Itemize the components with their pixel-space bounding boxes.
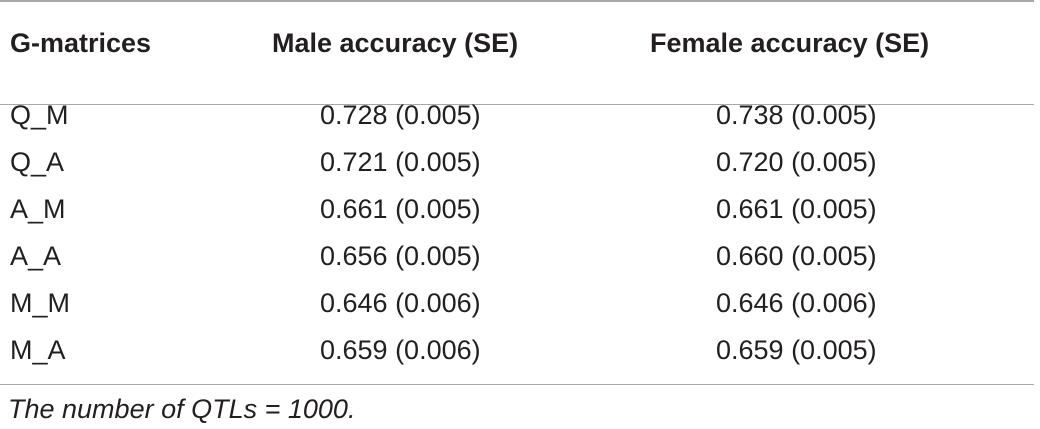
row-male-accuracy: 0.721 (0.005)	[320, 147, 481, 177]
table-header-rule	[0, 104, 1034, 105]
table-footnote: The number of QTLs = 1000.	[8, 394, 356, 424]
row-female-accuracy: 0.660 (0.005)	[716, 241, 877, 271]
table-row: M_M 0.646 (0.006) 0.646 (0.006)	[0, 280, 1040, 327]
row-g-matrix-name: M_A	[10, 335, 66, 365]
row-female-accuracy: 0.720 (0.005)	[716, 147, 877, 177]
header-male-accuracy: Male accuracy (SE)	[272, 28, 519, 58]
table-top-rule	[0, 0, 1034, 2]
table-body: Q_M 0.728 (0.005) 0.738 (0.005) Q_A 0.72…	[0, 92, 1040, 374]
table-row: M_A 0.659 (0.006) 0.659 (0.005)	[0, 327, 1040, 374]
row-g-matrix-name: A_A	[10, 241, 62, 271]
table-row: Q_A 0.721 (0.005) 0.720 (0.005)	[0, 139, 1040, 186]
table-row: Q_M 0.728 (0.005) 0.738 (0.005)	[0, 92, 1040, 139]
row-g-matrix-name: A_M	[10, 194, 66, 224]
row-g-matrix-name: Q_M	[10, 100, 69, 130]
row-g-matrix-name: M_M	[10, 288, 70, 318]
header-female-accuracy: Female accuracy (SE)	[650, 28, 930, 58]
table-bottom-rule	[0, 384, 1034, 385]
table-row: A_A 0.656 (0.005) 0.660 (0.005)	[0, 233, 1040, 280]
table-row: A_M 0.661 (0.005) 0.661 (0.005)	[0, 186, 1040, 233]
header-g-matrices: G-matrices	[10, 28, 152, 58]
row-male-accuracy: 0.728 (0.005)	[320, 100, 481, 130]
table-header: G-matrices Male accuracy (SE) Female acc…	[0, 0, 1040, 104]
row-male-accuracy: 0.656 (0.005)	[320, 241, 481, 271]
row-female-accuracy: 0.738 (0.005)	[716, 100, 877, 130]
row-female-accuracy: 0.661 (0.005)	[716, 194, 877, 224]
row-female-accuracy: 0.659 (0.005)	[716, 335, 877, 365]
row-male-accuracy: 0.661 (0.005)	[320, 194, 481, 224]
row-male-accuracy: 0.646 (0.006)	[320, 288, 481, 318]
row-male-accuracy: 0.659 (0.006)	[320, 335, 481, 365]
row-g-matrix-name: Q_A	[10, 147, 65, 177]
row-female-accuracy: 0.646 (0.006)	[716, 288, 877, 318]
